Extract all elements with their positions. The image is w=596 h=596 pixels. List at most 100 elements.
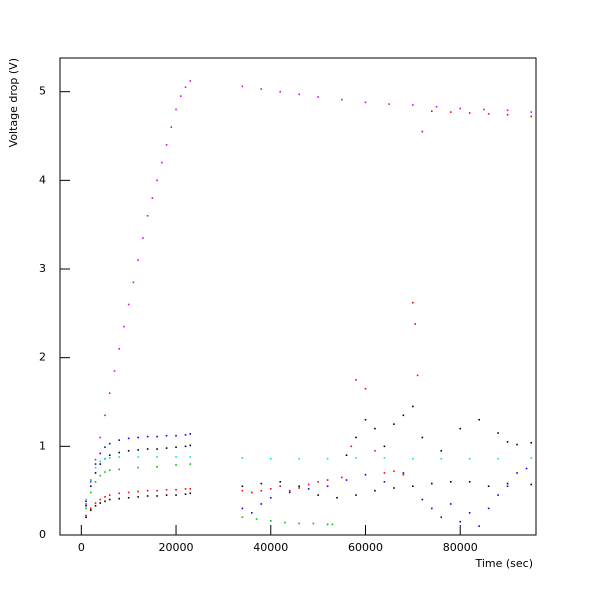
point — [307, 488, 310, 490]
point — [118, 439, 121, 441]
point — [431, 507, 433, 510]
point — [440, 457, 443, 460]
point — [269, 520, 272, 522]
point — [393, 423, 395, 425]
point — [402, 414, 405, 417]
point — [85, 504, 87, 507]
point — [189, 444, 192, 447]
point — [104, 471, 106, 473]
point — [468, 512, 471, 514]
point — [393, 487, 395, 489]
point — [175, 456, 177, 458]
point — [156, 489, 158, 492]
point — [94, 502, 97, 504]
point — [99, 474, 102, 477]
point — [298, 485, 300, 488]
point — [298, 522, 300, 525]
x-tick-label: 40000 — [253, 541, 288, 554]
point — [383, 457, 386, 459]
point — [412, 405, 414, 408]
point — [345, 454, 348, 457]
point — [307, 483, 310, 486]
point — [478, 418, 480, 421]
point — [127, 303, 130, 306]
y-tick-label: 0 — [39, 528, 46, 541]
point — [251, 512, 253, 514]
point — [104, 446, 106, 449]
point — [241, 85, 244, 88]
point — [118, 456, 121, 458]
point — [483, 108, 485, 111]
point — [123, 325, 125, 328]
point — [99, 452, 102, 455]
point — [146, 489, 149, 492]
y-tick-label: 1 — [39, 439, 46, 452]
point — [184, 434, 187, 436]
point — [89, 481, 92, 483]
point — [137, 456, 139, 458]
point — [421, 436, 424, 439]
point — [506, 109, 509, 112]
point — [497, 494, 499, 496]
point — [189, 456, 192, 458]
point — [165, 144, 168, 146]
point — [89, 491, 92, 494]
point — [156, 456, 158, 458]
point — [94, 466, 97, 469]
point — [99, 463, 102, 465]
point — [184, 493, 187, 496]
point — [350, 445, 353, 448]
point — [298, 93, 300, 96]
point — [269, 457, 272, 460]
point — [402, 473, 405, 476]
point — [137, 436, 139, 439]
point — [383, 445, 386, 448]
point — [487, 485, 490, 488]
point — [165, 434, 168, 437]
point — [189, 433, 192, 435]
point — [506, 485, 509, 488]
point — [146, 495, 149, 497]
point — [355, 457, 357, 459]
point — [189, 488, 192, 490]
point — [108, 498, 111, 501]
point — [364, 473, 367, 476]
point — [156, 495, 158, 497]
point — [156, 448, 158, 450]
point — [85, 500, 87, 503]
point — [108, 469, 111, 472]
point — [137, 259, 139, 261]
point — [89, 479, 92, 481]
point — [137, 490, 139, 493]
point — [184, 488, 187, 490]
point — [355, 436, 357, 439]
point — [478, 525, 480, 527]
point — [449, 481, 452, 483]
point — [113, 370, 116, 372]
point — [288, 491, 291, 494]
point — [383, 472, 386, 474]
point — [108, 457, 111, 459]
point — [142, 237, 144, 239]
point — [132, 281, 135, 284]
point — [165, 447, 168, 449]
point — [260, 482, 263, 485]
point — [104, 496, 106, 498]
point — [241, 489, 244, 492]
point — [530, 457, 533, 459]
point — [468, 457, 471, 460]
point — [487, 507, 490, 510]
point — [189, 80, 192, 82]
point — [146, 435, 149, 438]
point — [175, 108, 177, 111]
point — [260, 489, 263, 492]
point — [156, 179, 158, 182]
point — [459, 107, 462, 110]
point — [99, 502, 102, 504]
point — [355, 494, 357, 496]
point — [127, 437, 130, 440]
point — [326, 457, 329, 460]
point — [108, 494, 111, 496]
point — [284, 521, 286, 524]
